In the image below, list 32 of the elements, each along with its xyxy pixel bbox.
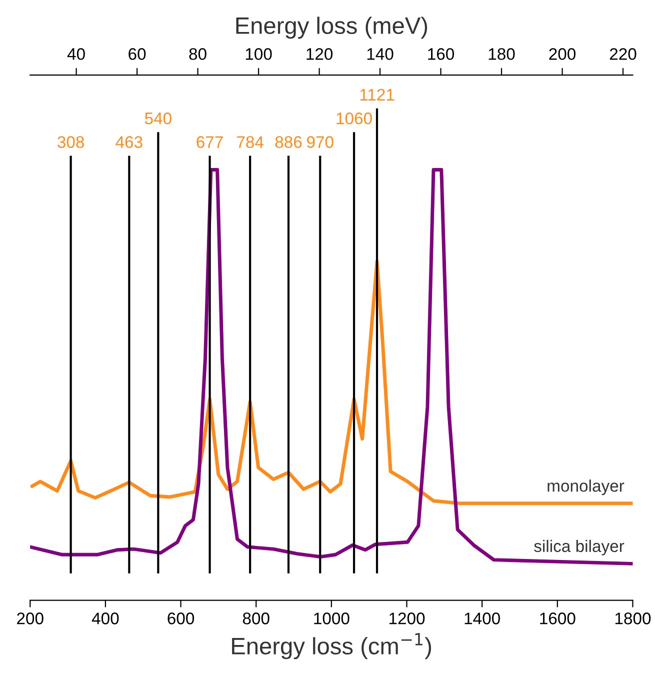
x2-tick-label: 100	[246, 48, 272, 60]
ref-line-label: 677	[196, 136, 223, 148]
series-label: monolayer	[548, 480, 624, 496]
x2-tick-label: 160	[428, 48, 454, 60]
x2-tick-label: 180	[488, 48, 515, 60]
x2-tick-label: 200	[549, 48, 576, 60]
ref-line-label: 308	[58, 136, 84, 148]
x2-tick-label: 120	[306, 48, 333, 60]
x-tick-label: 800	[242, 612, 270, 624]
ref-line-label: 1121	[360, 88, 394, 100]
x2-tick-label: 40	[67, 48, 85, 60]
ref-line-label: 463	[116, 136, 142, 148]
x2-tick-label: 60	[128, 48, 146, 60]
x2-axis-title: Energy loss (meV)	[236, 16, 428, 39]
ref-line-label: 540	[144, 112, 172, 124]
x-tick-label: 1800	[615, 612, 651, 624]
ref-line-label: 784	[237, 136, 264, 148]
x-tick-label: 1200	[389, 612, 425, 624]
x-tick-label: 1600	[540, 612, 576, 624]
ref-line-label: 886	[275, 136, 302, 148]
series-label: silica bilayer	[534, 540, 624, 556]
x-tick-label: 1400	[464, 612, 500, 624]
x2-tick-label: 220	[610, 48, 636, 60]
x-tick-label: 600	[168, 612, 194, 624]
x-axis-title: Energy loss (cm$^{−1}$)	[232, 633, 432, 660]
x-tick-label: 400	[92, 612, 119, 624]
ref-line-label: 1060	[336, 112, 372, 124]
ref-line-label: 970	[307, 136, 334, 148]
x2-tick-label: 80	[189, 48, 206, 60]
x-tick-label: 200	[17, 612, 44, 624]
x-tick-label: 1000	[314, 612, 350, 624]
x2-tick-label: 140	[367, 48, 394, 60]
